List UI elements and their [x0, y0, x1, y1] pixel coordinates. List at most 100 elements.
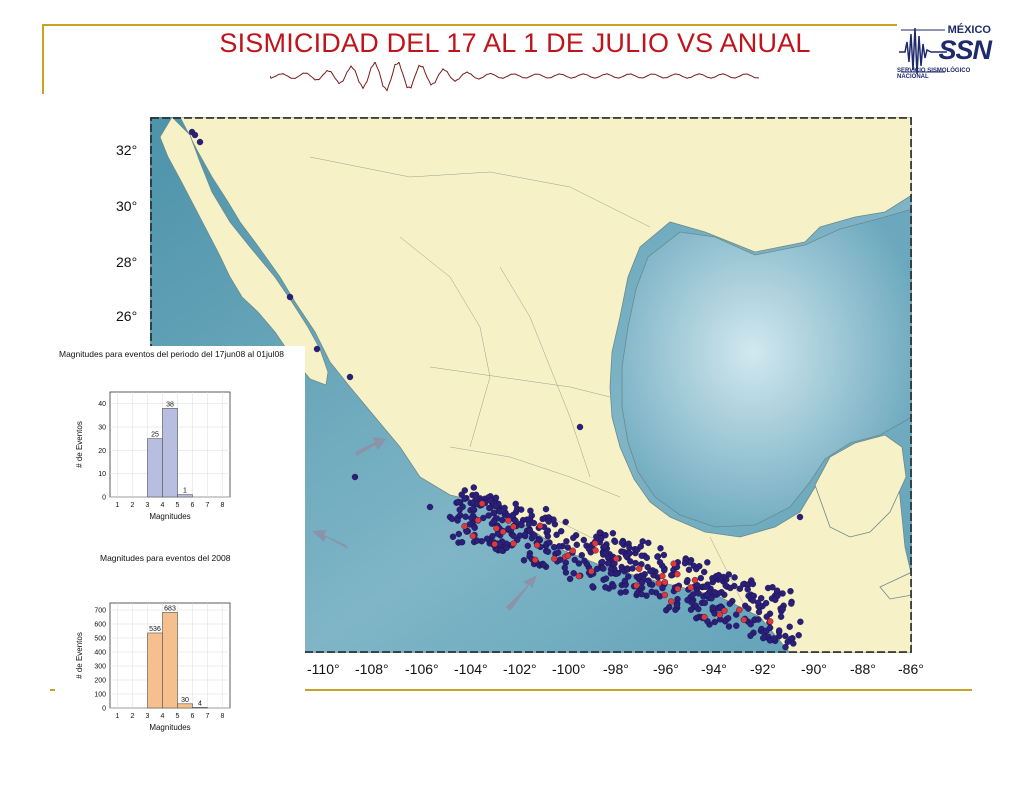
event-year-dot — [563, 538, 570, 545]
event-year-dot — [558, 528, 565, 535]
event-year-dot — [573, 541, 580, 548]
y-tick-label: 400 — [94, 650, 106, 657]
logo-country: MÉXICO — [947, 24, 991, 36]
event-period-dot — [532, 556, 539, 564]
event-period-dot — [740, 616, 748, 623]
lon-label: -88° — [850, 661, 876, 677]
histogram-bar — [147, 632, 163, 709]
y-tick-label: 300 — [94, 664, 106, 671]
event-year-dot — [487, 497, 494, 504]
event-period-dot — [491, 540, 498, 548]
event-year-dot — [518, 521, 525, 529]
event-period-dot — [674, 571, 681, 578]
event-year-dot — [583, 560, 591, 568]
event-period-dot — [575, 572, 583, 580]
event-period-dot — [592, 547, 599, 554]
event-year-dot — [562, 518, 569, 526]
event-year-dot — [687, 606, 695, 613]
event-year-dot — [483, 535, 491, 542]
event-period-dot — [736, 606, 743, 614]
y-tick-label: 0 — [102, 495, 106, 502]
event-year-dot — [564, 544, 571, 551]
lon-label: -110° — [307, 661, 340, 677]
event-year-dot — [191, 131, 199, 139]
seismic-events — [188, 128, 804, 651]
event-year-dot — [578, 552, 585, 559]
event-year-dot — [589, 583, 596, 590]
event-year-dot — [763, 613, 770, 620]
bar-data-label: 25 — [151, 432, 159, 439]
y-tick-label: 100 — [94, 692, 106, 699]
event-year-dot — [787, 588, 794, 595]
event-year-dot — [725, 623, 733, 630]
event-year-dot — [472, 491, 480, 498]
x-tick-label: 6 — [191, 502, 195, 509]
event-year-dot — [494, 530, 501, 537]
y-tick-label: 600 — [94, 622, 106, 629]
event-period-dot — [478, 500, 486, 507]
event-year-dot — [455, 498, 462, 506]
event-year-dot — [525, 521, 533, 528]
x-tick-label: 2 — [131, 713, 135, 720]
event-year-dot — [709, 604, 716, 611]
lon-label: -96° — [653, 661, 679, 677]
event-year-dot — [580, 536, 587, 544]
y-tick-label: 20 — [98, 448, 106, 455]
event-year-dot — [509, 511, 516, 519]
event-year-dot — [762, 599, 770, 607]
event-year-dot — [542, 505, 550, 513]
histogram-bar — [177, 494, 193, 498]
event-period-dot — [469, 532, 477, 540]
x-tick-label: 5 — [176, 713, 180, 720]
x-tick-label: 7 — [206, 502, 210, 509]
event-period-dot — [661, 591, 668, 599]
event-year-dot — [656, 559, 664, 566]
event-period-dot — [569, 547, 576, 554]
bar-data-label: 30 — [181, 697, 189, 704]
event-period-dot — [636, 565, 643, 572]
event-year-dot — [602, 584, 609, 591]
event-year-dot — [731, 574, 738, 581]
event-period-dot — [655, 580, 663, 587]
event-year-dot — [766, 624, 774, 631]
lon-label: -98° — [603, 661, 629, 677]
event-year-dot — [725, 571, 732, 578]
event-year-dot — [788, 600, 795, 607]
y-axis-label: # de Eventos — [75, 632, 84, 679]
event-year-dot — [701, 568, 708, 576]
lat-label: 30° — [116, 198, 138, 214]
event-year-dot — [585, 545, 593, 553]
event-year-dot — [512, 500, 519, 508]
event-year-dot — [602, 550, 609, 557]
event-year-dot — [576, 423, 584, 431]
x-tick-label: 2 — [131, 502, 135, 509]
histogram-year: 1 2 3 4 5 6 7 8 0 100 200 300 400 500 600 700 536 683 30 4 M… — [75, 602, 231, 732]
frame-bottom-line — [300, 689, 972, 691]
event-year-dot — [492, 494, 500, 501]
histogram-bar — [162, 612, 178, 709]
event-period-dot — [721, 607, 728, 614]
event-year-dot — [449, 533, 457, 540]
event-year-dot — [629, 565, 636, 572]
y-tick-label: 30 — [98, 425, 106, 432]
event-year-dot — [496, 508, 503, 515]
event-year-dot — [544, 533, 551, 540]
histogram-bar — [177, 703, 193, 709]
x-tick-label: 5 — [176, 502, 180, 509]
event-year-dot — [621, 577, 629, 585]
y-tick-label: 0 — [102, 706, 106, 713]
event-year-dot — [471, 524, 478, 531]
event-year-dot — [351, 473, 359, 481]
event-year-dot — [570, 534, 577, 542]
event-year-dot — [609, 530, 617, 537]
event-year-dot — [489, 533, 496, 540]
event-year-dot — [196, 138, 204, 146]
event-year-dot — [695, 590, 702, 597]
lon-label: -108° — [355, 661, 389, 677]
event-period-dot — [767, 618, 774, 625]
event-year-dot — [654, 553, 661, 560]
event-period-dot — [510, 540, 517, 547]
histogram-bar — [147, 438, 163, 498]
event-year-dot — [779, 606, 786, 613]
event-period-dot — [534, 542, 541, 549]
